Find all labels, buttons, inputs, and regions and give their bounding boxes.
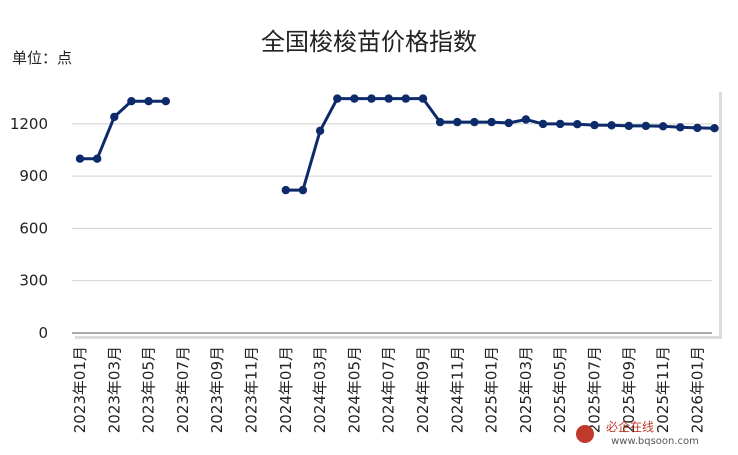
x-tick-label: 2023年11月 [243, 346, 261, 433]
data-point [573, 120, 582, 129]
data-point [624, 121, 633, 131]
data-point [93, 154, 102, 163]
watermark-logo-icon [576, 425, 594, 443]
data-point [470, 117, 479, 127]
y-axis-ticks: 0 300 600 900 1200 [10, 115, 48, 342]
data-point [367, 94, 376, 103]
x-tick-label: 2025年05月 [551, 346, 569, 433]
x-tick-label: 2025年07月 [586, 346, 604, 433]
data-point [676, 123, 685, 132]
x-tick-label: 2024年01月 [277, 346, 295, 433]
unit-label: 单位：点 [12, 49, 72, 67]
data-point [75, 154, 85, 163]
data-point [298, 185, 308, 195]
y-tick-label: 0 [38, 324, 48, 342]
x-tick-label: 2025年03月 [517, 346, 535, 433]
data-point [521, 115, 531, 124]
x-axis-ticks: 2023年01月 2023年03月 2023年05月 2023年07月 2023年09月… [71, 346, 706, 433]
data-point [384, 94, 393, 103]
data-point [435, 117, 445, 127]
data-point [487, 117, 496, 127]
data-point [418, 94, 428, 103]
watermark: 必企在线 www.bqsoon.com [576, 419, 699, 447]
data-point [607, 121, 616, 130]
x-tick-label: 2023年07月 [174, 346, 192, 433]
chart-title: 全国梭梭苗价格指数 [261, 28, 477, 56]
data-point [144, 97, 153, 106]
x-tick-label: 2025年09月 [620, 346, 638, 433]
watermark-text: 必企在线 [606, 419, 654, 434]
data-point [710, 124, 719, 133]
data-point [658, 122, 668, 131]
data-point [590, 120, 599, 130]
data-point [127, 97, 136, 106]
data-point [641, 121, 651, 131]
data-point [693, 123, 702, 133]
x-tick-label: 2023年01月 [71, 346, 89, 433]
y-tick-label: 900 [19, 167, 48, 185]
data-point [281, 185, 290, 195]
y-tick-label: 1200 [10, 115, 48, 133]
watermark-url: www.bqsoon.com [611, 436, 699, 447]
x-tick-label: 2026年01月 [688, 346, 706, 433]
x-tick-label: 2024年09月 [414, 346, 432, 433]
data-point [556, 119, 565, 129]
data-point [161, 97, 170, 106]
x-tick-label: 2024年05月 [345, 346, 363, 433]
x-tick-label: 2023年03月 [105, 346, 123, 433]
data-point [453, 117, 462, 127]
data-point [538, 119, 548, 129]
x-tick-label: 2025年11月 [654, 346, 672, 433]
data-point [401, 94, 410, 103]
x-tick-label: 2024年07月 [380, 346, 398, 433]
series-points [75, 94, 719, 195]
x-tick-label: 2023年09月 [208, 346, 226, 433]
data-point [315, 126, 325, 135]
x-tick-label: 2024年11月 [448, 346, 466, 433]
x-tick-label: 2025年01月 [483, 346, 501, 433]
data-point [504, 118, 513, 128]
y-tick-label: 600 [19, 219, 48, 237]
x-tick-label: 2023年05月 [140, 346, 158, 433]
plot-area [72, 89, 719, 336]
y-tick-label: 300 [19, 272, 48, 290]
data-point [333, 94, 342, 103]
x-tick-label: 2024年03月 [311, 346, 329, 433]
data-point [350, 94, 359, 103]
data-point [110, 112, 119, 122]
